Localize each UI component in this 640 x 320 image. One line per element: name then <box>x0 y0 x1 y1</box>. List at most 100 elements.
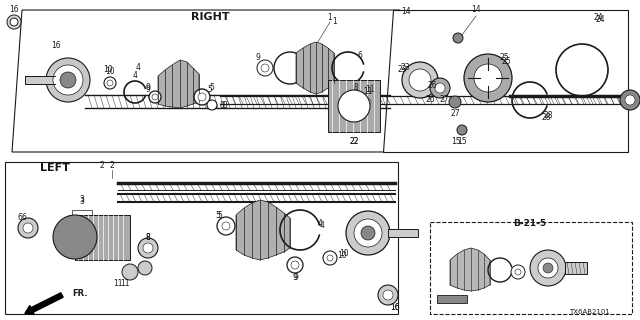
Circle shape <box>122 264 138 280</box>
Text: 9: 9 <box>255 53 260 62</box>
Text: 23: 23 <box>400 63 410 73</box>
Circle shape <box>515 269 521 275</box>
Text: 8: 8 <box>146 233 150 242</box>
Circle shape <box>23 223 33 233</box>
Text: 9: 9 <box>294 274 298 283</box>
Text: 16: 16 <box>390 303 400 313</box>
Text: 8: 8 <box>220 100 225 109</box>
Text: 10: 10 <box>337 251 347 260</box>
Text: 8: 8 <box>146 234 150 243</box>
Circle shape <box>198 93 206 101</box>
Text: 4: 4 <box>136 63 140 73</box>
Circle shape <box>323 251 337 265</box>
Circle shape <box>207 100 217 110</box>
Circle shape <box>60 72 76 88</box>
Text: 15: 15 <box>451 138 461 147</box>
Circle shape <box>449 96 461 108</box>
Circle shape <box>453 33 463 43</box>
Text: TX6AB2101: TX6AB2101 <box>569 309 610 315</box>
Text: LEFT: LEFT <box>40 163 70 173</box>
Circle shape <box>152 94 158 100</box>
Circle shape <box>625 95 635 105</box>
Circle shape <box>402 62 438 98</box>
Text: 28: 28 <box>543 110 553 119</box>
Polygon shape <box>236 200 290 260</box>
Text: 8: 8 <box>223 101 227 110</box>
Text: 14: 14 <box>471 5 481 14</box>
Text: 28: 28 <box>541 114 551 123</box>
Circle shape <box>378 285 398 305</box>
Circle shape <box>530 250 566 286</box>
Text: 16: 16 <box>390 303 400 313</box>
Text: 3: 3 <box>79 196 84 204</box>
Circle shape <box>291 261 299 269</box>
Circle shape <box>556 44 608 96</box>
Circle shape <box>138 261 152 275</box>
Circle shape <box>538 258 558 278</box>
Text: 24: 24 <box>595 15 605 25</box>
Circle shape <box>430 78 450 98</box>
Circle shape <box>194 89 210 105</box>
Circle shape <box>346 211 390 255</box>
Circle shape <box>287 257 303 273</box>
Text: 24: 24 <box>593 13 603 22</box>
Text: RIGHT: RIGHT <box>191 12 229 22</box>
Circle shape <box>138 238 158 258</box>
Text: 9: 9 <box>292 273 298 282</box>
Text: 5: 5 <box>216 211 220 220</box>
Text: 6: 6 <box>358 52 362 60</box>
Text: 6: 6 <box>17 212 22 221</box>
Bar <box>75 215 130 260</box>
Text: 2: 2 <box>109 162 115 171</box>
Circle shape <box>457 125 467 135</box>
Text: 26: 26 <box>425 95 435 105</box>
Text: 1: 1 <box>333 18 337 27</box>
Circle shape <box>338 90 370 122</box>
Bar <box>437 295 467 303</box>
Text: 9: 9 <box>145 85 150 94</box>
Circle shape <box>10 18 18 26</box>
Bar <box>72 210 92 224</box>
Text: 8: 8 <box>354 84 358 92</box>
Text: 6: 6 <box>22 213 26 222</box>
Circle shape <box>383 290 393 300</box>
Text: 25: 25 <box>499 53 509 62</box>
Text: FR.: FR. <box>72 289 88 298</box>
Polygon shape <box>430 222 632 314</box>
Text: 16: 16 <box>51 41 61 50</box>
Circle shape <box>261 64 269 72</box>
Text: 4: 4 <box>319 220 324 229</box>
Text: 5: 5 <box>209 84 214 92</box>
Text: 26: 26 <box>427 81 437 90</box>
Circle shape <box>18 218 38 238</box>
Polygon shape <box>5 162 398 314</box>
Text: 27: 27 <box>439 95 449 105</box>
Text: 27: 27 <box>450 108 460 117</box>
Text: 16: 16 <box>9 5 19 14</box>
Circle shape <box>409 69 431 91</box>
Circle shape <box>7 15 21 29</box>
Circle shape <box>222 222 230 230</box>
Bar <box>565 262 587 274</box>
Text: 14: 14 <box>401 7 411 17</box>
Text: 11: 11 <box>113 279 123 289</box>
Circle shape <box>143 243 153 253</box>
Circle shape <box>365 99 371 105</box>
Text: 9: 9 <box>145 83 150 92</box>
Text: 5: 5 <box>207 85 212 94</box>
Circle shape <box>327 255 333 261</box>
Bar <box>328 80 380 132</box>
Circle shape <box>53 65 83 95</box>
Circle shape <box>435 83 445 93</box>
Text: 4: 4 <box>132 70 138 79</box>
Circle shape <box>474 64 502 92</box>
Polygon shape <box>383 10 628 152</box>
Circle shape <box>217 217 235 235</box>
Circle shape <box>464 54 512 102</box>
Text: 11: 11 <box>120 279 130 289</box>
Text: 11: 11 <box>364 86 372 95</box>
Text: 22: 22 <box>349 138 359 147</box>
Circle shape <box>543 263 553 273</box>
Bar <box>388 229 418 237</box>
Circle shape <box>107 80 113 86</box>
